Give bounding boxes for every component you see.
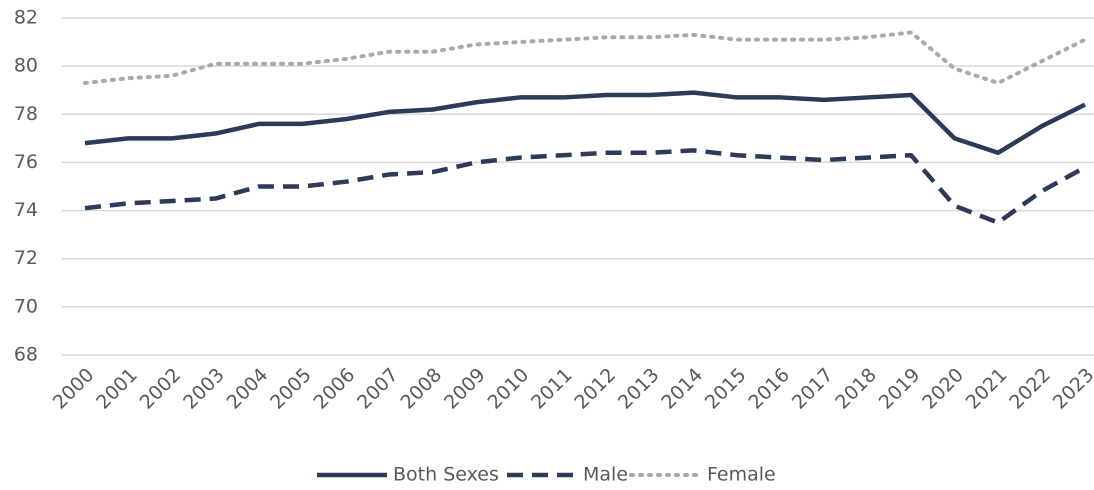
x-tick-label: 2011 xyxy=(527,364,577,414)
x-tick-label: 2012 xyxy=(570,364,620,414)
x-tick-label: 2003 xyxy=(179,364,229,414)
legend-label: Female xyxy=(707,464,776,486)
legend-label: Both Sexes xyxy=(393,464,499,486)
x-tick-label: 2015 xyxy=(701,364,751,414)
x-tick-label: 2008 xyxy=(396,364,446,414)
x-tick-label: 2013 xyxy=(614,364,664,414)
x-tick-label: 2020 xyxy=(918,364,968,414)
x-tick-label: 2010 xyxy=(483,364,533,414)
series-line xyxy=(84,90,1087,156)
x-tick-label: 2014 xyxy=(657,364,707,414)
x-tick-label: 2021 xyxy=(962,364,1012,414)
x-tick-label: 2000 xyxy=(49,364,99,414)
x-tick-label: 2017 xyxy=(788,364,838,414)
x-tick-label: 2022 xyxy=(1005,364,1055,414)
x-tick-label: 2006 xyxy=(310,364,360,414)
y-tick-label: 82 xyxy=(14,7,38,29)
x-tick-label: 2023 xyxy=(1049,364,1094,414)
y-tick-label: 76 xyxy=(14,151,38,173)
legend-label: Male xyxy=(583,464,628,486)
x-tick-label: 2019 xyxy=(875,364,925,414)
x-tick-label: 2001 xyxy=(92,364,142,414)
y-tick-label: 68 xyxy=(14,344,38,366)
x-tick-label: 2016 xyxy=(744,364,794,414)
x-tick-label: 2018 xyxy=(831,364,881,414)
series-line xyxy=(83,30,1087,85)
x-tick-label: 2005 xyxy=(266,364,316,414)
series-line xyxy=(84,148,1087,225)
y-tick-label: 80 xyxy=(14,55,38,77)
y-tick-label: 72 xyxy=(14,247,38,269)
x-tick-label: 2009 xyxy=(440,364,490,414)
x-tick-label: 2007 xyxy=(353,364,403,414)
x-tick-label: 2004 xyxy=(223,364,273,414)
x-tick-label: 2002 xyxy=(136,364,186,414)
y-tick-label: 74 xyxy=(14,199,38,221)
y-tick-label: 70 xyxy=(14,295,38,317)
y-tick-label: 78 xyxy=(14,103,38,125)
